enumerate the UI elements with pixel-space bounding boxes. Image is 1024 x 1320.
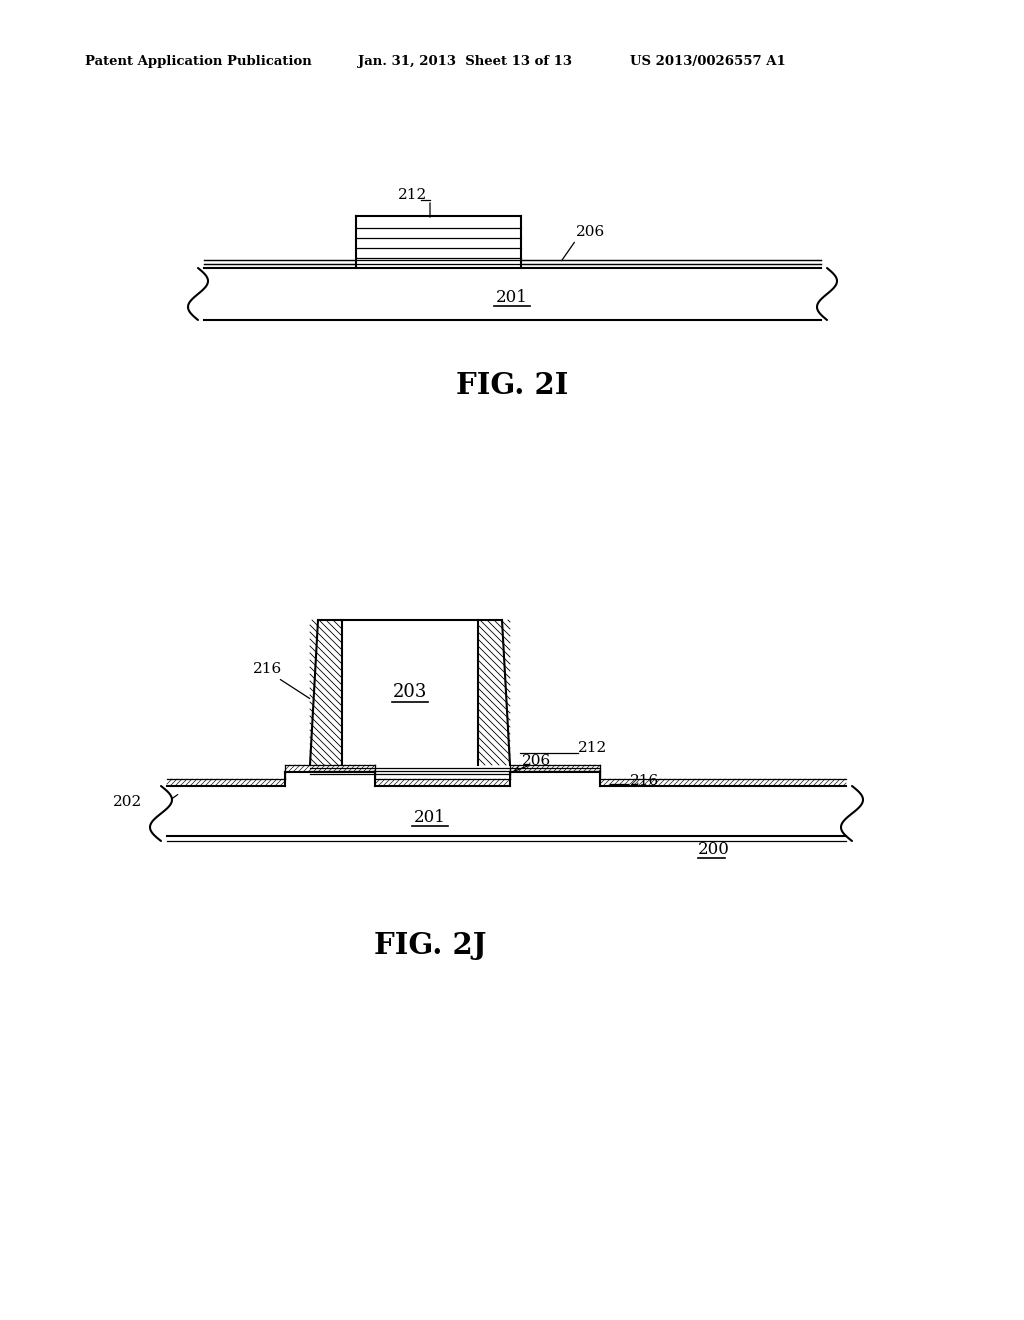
Text: 200: 200 <box>698 842 730 858</box>
Text: 202: 202 <box>113 795 142 809</box>
Text: 216: 216 <box>630 774 659 788</box>
Text: 201: 201 <box>496 289 528 306</box>
Text: 203: 203 <box>393 682 427 701</box>
Text: Jan. 31, 2013  Sheet 13 of 13: Jan. 31, 2013 Sheet 13 of 13 <box>358 55 572 69</box>
Text: 201: 201 <box>414 809 445 826</box>
Text: 212: 212 <box>398 187 428 202</box>
Text: FIG. 2I: FIG. 2I <box>456 371 568 400</box>
Text: 206: 206 <box>522 754 551 768</box>
Text: US 2013/0026557 A1: US 2013/0026557 A1 <box>630 55 785 69</box>
Text: FIG. 2J: FIG. 2J <box>374 931 486 960</box>
Text: 206: 206 <box>575 224 605 239</box>
Text: Patent Application Publication: Patent Application Publication <box>85 55 311 69</box>
Text: 212: 212 <box>578 741 607 755</box>
Text: 216: 216 <box>253 663 283 676</box>
